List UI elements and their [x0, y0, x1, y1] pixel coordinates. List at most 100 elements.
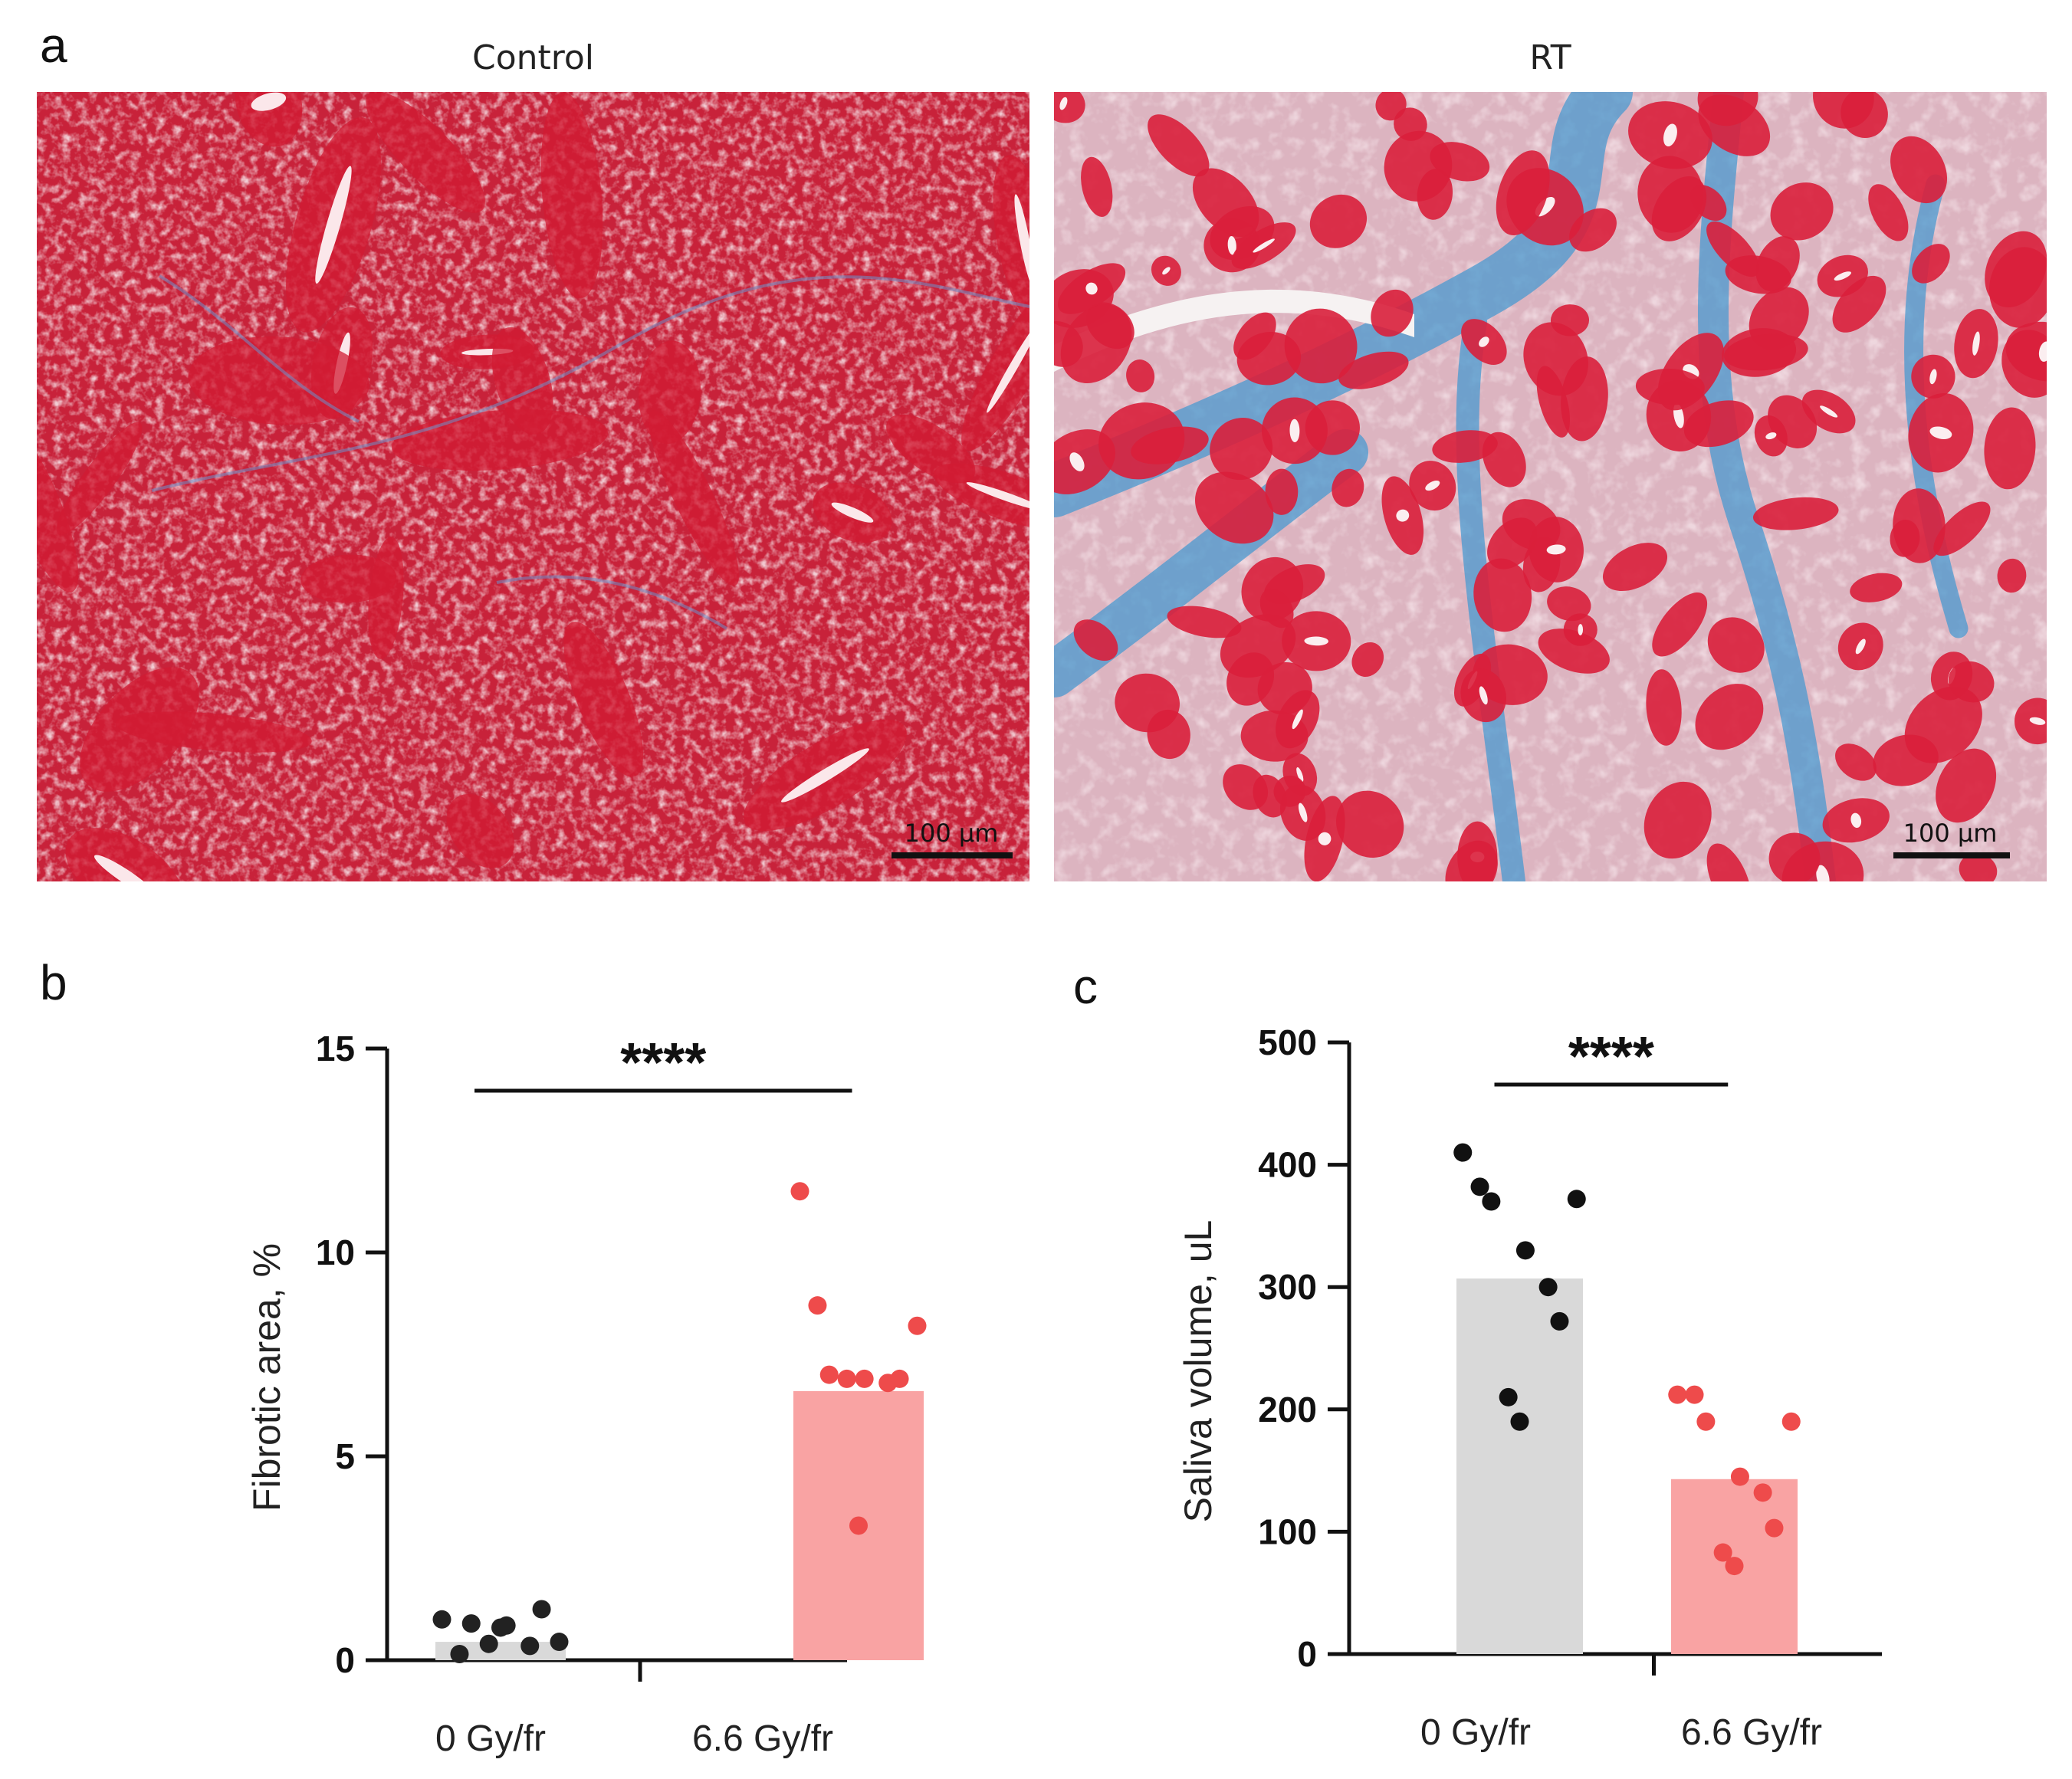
- y-axis-label: Saliva volume, uL: [1177, 1220, 1220, 1523]
- data-point: [1753, 1483, 1772, 1502]
- rt-acinus: [1652, 592, 1708, 657]
- rt-acinus: [1384, 130, 1453, 202]
- rt-acinus: [1697, 92, 1758, 126]
- micrograph-title-rt: RT: [1529, 38, 1571, 77]
- rt-acinus: [1259, 589, 1294, 629]
- y-tick-label: 400: [1258, 1145, 1317, 1185]
- control-duct: [235, 92, 303, 147]
- y-tick-label: 10: [316, 1232, 355, 1272]
- control-stroma-streaks: [151, 274, 1029, 630]
- rt-acinus: [1948, 661, 1995, 703]
- rt-acinus: [1550, 304, 1590, 336]
- rt-acinus: [1231, 222, 1296, 269]
- significance-label: ****: [620, 1032, 706, 1094]
- data-point: [491, 1618, 510, 1637]
- rt-acinus: [1936, 748, 1997, 823]
- panel-letter-c: c: [1073, 959, 1098, 1014]
- rt-acinus: [1276, 690, 1320, 749]
- control-duct: [649, 410, 740, 586]
- rt-acinus: [1997, 558, 2027, 593]
- rt-acinus: [1060, 304, 1132, 383]
- rt-acinus: [1911, 354, 1955, 399]
- rt-acinus: [1151, 255, 1181, 286]
- rt-acinus: [1167, 606, 1242, 638]
- data-point: [837, 1369, 856, 1388]
- data-point: [450, 1645, 469, 1664]
- control-duct: [563, 622, 644, 777]
- data-point: [1499, 1387, 1518, 1406]
- rt-acinus: [1432, 430, 1498, 463]
- rt-acinus: [1536, 366, 1570, 438]
- rt-acinus: [1813, 92, 1874, 129]
- rt-acinus: [1220, 614, 1296, 678]
- rt-acinus: [1054, 429, 1116, 494]
- rt-acinus: [1646, 669, 1682, 746]
- data-point: [1550, 1311, 1569, 1331]
- y-tick-label: 100: [1258, 1511, 1317, 1551]
- rt-acinus: [1371, 289, 1414, 337]
- rt-acinus: [1409, 461, 1456, 511]
- rt-acinus: [1873, 734, 1939, 786]
- rt-acinus: [1309, 194, 1368, 248]
- control-duct: [993, 155, 1029, 330]
- control-duct: [813, 482, 892, 543]
- data-point: [1567, 1190, 1586, 1209]
- data-point: [1668, 1385, 1687, 1404]
- rt-acinus: [1073, 619, 1118, 661]
- control-duct: [491, 327, 553, 435]
- rt-acinus: [1482, 432, 1526, 487]
- rt-acinus: [1115, 673, 1180, 733]
- rt-acinus: [1768, 832, 1821, 881]
- control-duct: [744, 719, 907, 832]
- data-point: [808, 1296, 827, 1315]
- control-duct: [65, 828, 186, 881]
- rt-acinus: [1148, 114, 1210, 177]
- rt-acinus: [1473, 558, 1532, 632]
- data-point: [1713, 1543, 1732, 1562]
- y-tick-label: 0: [335, 1640, 355, 1680]
- y-tick-label: 5: [335, 1436, 355, 1476]
- control-duct: [115, 711, 312, 753]
- rt-acinus: [1602, 543, 1668, 592]
- data-point: [1515, 1241, 1535, 1260]
- rt-acinus: [1336, 790, 1404, 858]
- control-duct: [446, 793, 514, 868]
- data-point: [1482, 1192, 1501, 1211]
- data-point: [790, 1182, 809, 1201]
- rt-acinus: [1706, 843, 1752, 881]
- data-point: [1765, 1518, 1784, 1538]
- rt-acinus: [1850, 573, 1903, 602]
- rt-acinus: [1284, 308, 1358, 384]
- data-point: [1453, 1143, 1473, 1162]
- control-duct: [56, 422, 143, 536]
- y-tick-label: 500: [1258, 1022, 1317, 1062]
- rt-acinus: [1280, 784, 1326, 841]
- data-point: [432, 1610, 452, 1629]
- chart-panel-b: 0 5 10 15 Fibrotic area, % 0 Gy/fr 6.6 Gy/fr **…: [245, 1029, 927, 1759]
- rt-acinus: [1460, 668, 1507, 723]
- rt-scale-bar-label: 100 µm: [1903, 819, 1998, 848]
- rt-acinus: [1954, 309, 1998, 379]
- y-tick-label: 200: [1258, 1390, 1317, 1429]
- rt-acinus: [1445, 840, 1498, 881]
- y-axis-label: Fibrotic area, %: [245, 1243, 288, 1511]
- y-tick-label: 300: [1258, 1267, 1317, 1307]
- rt-acinus: [1635, 368, 1705, 405]
- rt-acinus: [1908, 392, 1974, 473]
- panel-letter-a: a: [40, 18, 67, 73]
- rt-acinus: [1725, 255, 1791, 294]
- rt-acinus: [1707, 617, 1765, 673]
- rt-acinus: [1628, 101, 1712, 169]
- panel-letter-b: b: [40, 955, 67, 1010]
- y-tick-label: 15: [316, 1029, 355, 1068]
- data-point: [550, 1633, 569, 1652]
- rt-acinus: [1988, 247, 2047, 328]
- rt-acinus: [1461, 319, 1507, 365]
- rt-acinus: [1835, 743, 1877, 781]
- rt-acinus: [1683, 400, 1754, 448]
- rt-acinus: [1332, 468, 1364, 507]
- data-point: [1470, 1177, 1489, 1196]
- data-point: [1685, 1385, 1704, 1404]
- rt-acinus: [1394, 107, 1427, 141]
